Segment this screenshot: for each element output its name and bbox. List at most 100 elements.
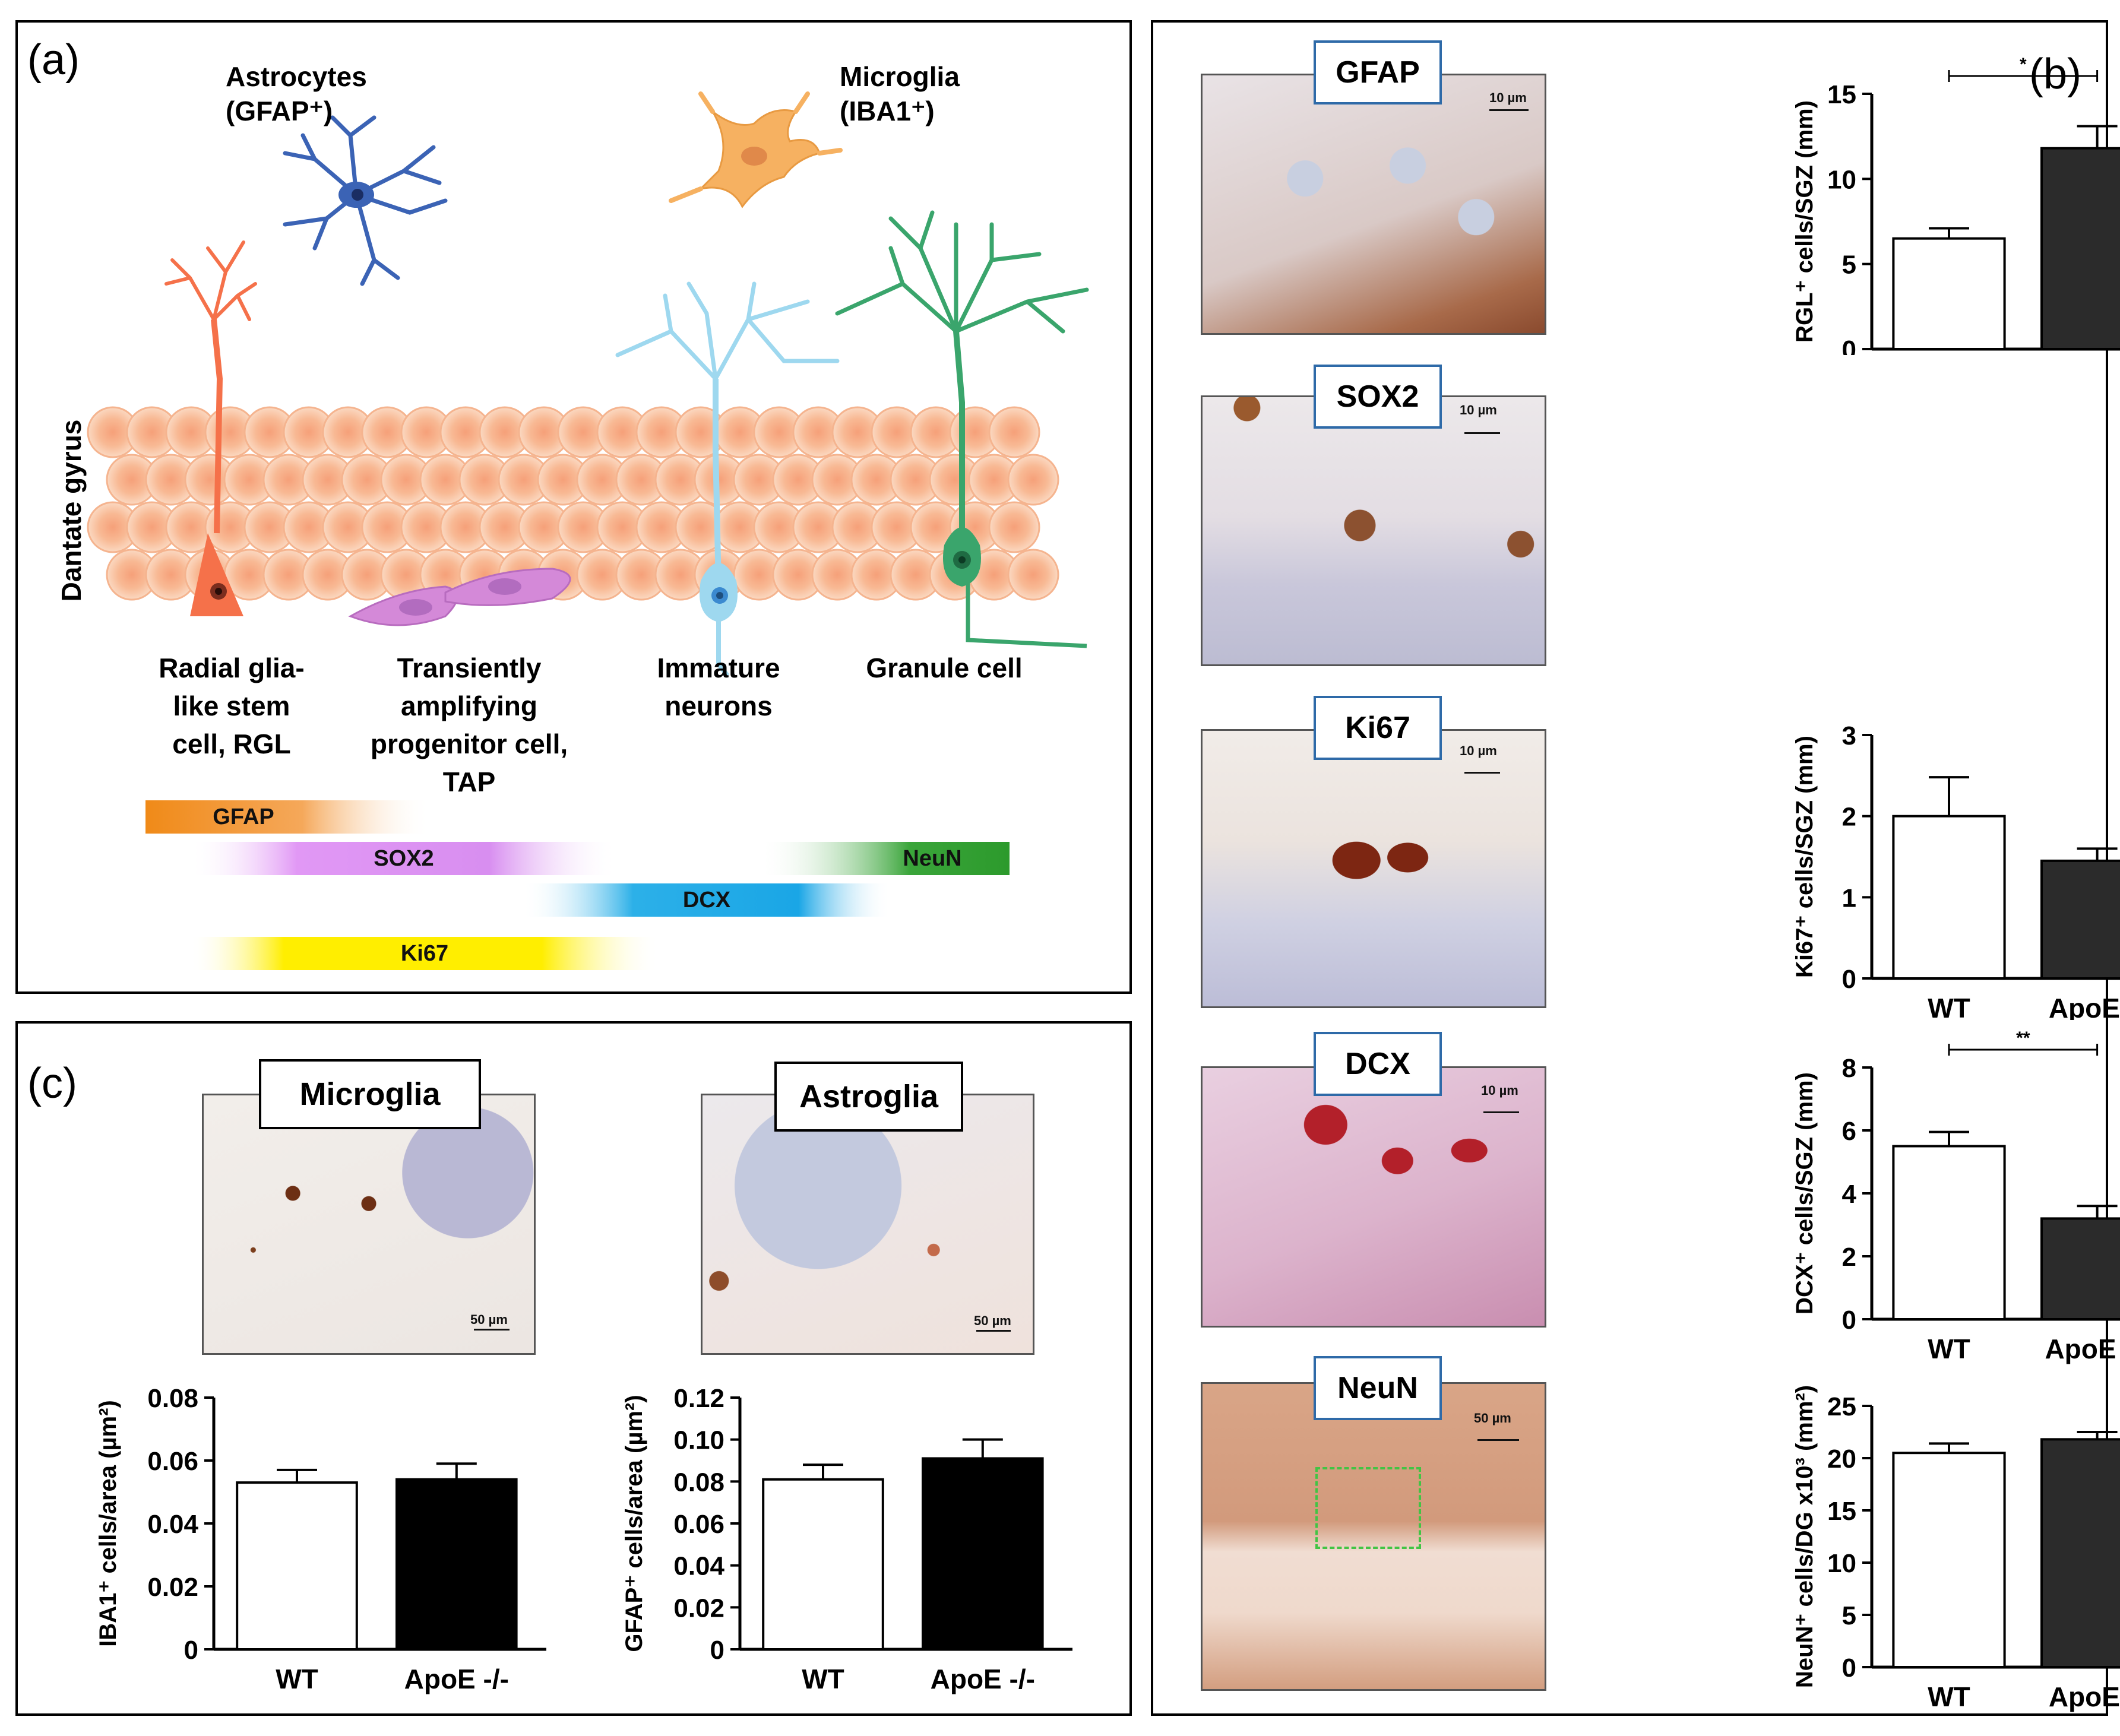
y-tick-label: 20 <box>1827 1444 1856 1474</box>
ki67-bar <box>190 937 659 970</box>
scale-label-microglia: 50 µm <box>470 1312 508 1327</box>
chart-c-gfap: 0 0.02 0.04 0.06 0.08 0.10 0.12 GFAP⁺ cells/are… <box>621 1384 1072 1694</box>
micrograph-neun <box>1201 1382 1546 1691</box>
significance-label: * <box>2020 55 2027 74</box>
y-tick-label: 0 <box>1842 1306 1856 1335</box>
micrograph-dcx <box>1201 1066 1546 1328</box>
bar-apoe <box>2040 1217 2120 1321</box>
y-tick-label: 15 <box>1827 80 1856 109</box>
marker-label-neun: NeuN <box>903 846 962 871</box>
x-tick-label: WT <box>1928 993 1970 1020</box>
y-tick-label: 25 <box>1827 1392 1856 1421</box>
chart-b-ki67: 0 1 2 3 Ki67⁺ cells/SGZ (mm) WT ApoE-/- <box>1792 721 2120 1020</box>
bar-wt <box>1892 237 2006 350</box>
y-tick-label: 0.04 <box>673 1552 724 1581</box>
panel-a-label: (a) <box>27 36 80 84</box>
immature-neuron-icon <box>615 281 840 677</box>
y-tick-label: 0.02 <box>147 1573 198 1602</box>
panel-a-illustration <box>87 91 1089 970</box>
tap-cells-icon <box>348 568 571 626</box>
tag-astroglia: Astroglia <box>774 1062 963 1132</box>
micrograph-sox2 <box>1201 395 1546 666</box>
microglia-icon <box>669 91 843 208</box>
scale-bar-dcx <box>1483 1111 1519 1113</box>
y-tick-label: 0 <box>1842 1653 1856 1683</box>
stage-label-immature: Immature neurons <box>657 652 780 721</box>
marker-label-gfap: GFAP <box>213 804 274 829</box>
scale-label-astroglia: 50 µm <box>974 1313 1011 1328</box>
granule-layer-cell <box>988 501 1040 553</box>
tag-microglia: Microglia <box>259 1059 481 1129</box>
significance-label: ** <box>2016 1028 2030 1048</box>
stage-label-tap: Transiently amplifying progenitor cell, TAP <box>370 652 568 797</box>
y-tick-label: 0.08 <box>673 1468 724 1497</box>
panel-c-label: (c) <box>27 1060 77 1107</box>
y-tick-label: 2 <box>1842 1243 1856 1272</box>
x-tick-label: ApoE -/- <box>2045 1333 2120 1364</box>
x-tick-label: WT <box>1928 1333 1970 1364</box>
panel-b-label: (b) <box>2029 50 2081 98</box>
y-axis-label: RGL⁺ cells/SGZ (mm) <box>1792 100 1818 343</box>
scale-bar-astroglia <box>976 1330 1011 1332</box>
panel-b: (b) GFAP SOX2 Ki67 DCX NeuN 10 µm 10 µm … <box>1151 20 2120 1716</box>
micrograph-astroglia <box>701 1094 1034 1355</box>
bar-wt <box>236 1481 358 1651</box>
bar-apoe <box>395 1478 518 1651</box>
astrocytes-label: Astrocytes (GFAP⁺) <box>226 61 367 126</box>
granule-layer-cell <box>1007 454 1059 506</box>
scale-label-ki67: 10 µm <box>1460 743 1497 758</box>
bar-apoe <box>2040 1438 2120 1669</box>
y-tick-label: 1 <box>1842 883 1856 913</box>
tag-gfap: GFAP <box>1314 40 1442 104</box>
tag-neun: NeuN <box>1314 1356 1442 1420</box>
bar-wt <box>1892 1452 2006 1668</box>
y-tick-label: 0.08 <box>147 1384 198 1413</box>
bar-wt <box>1892 815 2006 980</box>
x-tick-label: WT <box>276 1664 318 1694</box>
y-tick-label: 5 <box>1842 1601 1856 1630</box>
y-tick-label: 8 <box>1842 1054 1856 1083</box>
gfap-bar <box>145 800 431 834</box>
scale-bar-neun <box>1477 1439 1519 1441</box>
x-tick-label: ApoE -/- <box>931 1664 1035 1694</box>
granule-layer-cells <box>87 406 1059 601</box>
y-tick-label: 6 <box>1842 1117 1856 1146</box>
rgl-cell-icon <box>164 240 257 616</box>
y-tick-label: 0.12 <box>673 1384 724 1413</box>
y-tick-label: 0 <box>1842 335 1856 355</box>
y-tick-label: 0.04 <box>147 1510 198 1539</box>
y-tick-label: 2 <box>1842 803 1856 832</box>
y-tick-label: 0.06 <box>147 1447 198 1476</box>
y-axis-label: IBA1⁺ cells/area (µm²) <box>95 1400 121 1646</box>
tag-dcx: DCX <box>1314 1032 1442 1096</box>
scale-bar-microglia <box>474 1329 510 1330</box>
panel-c: (c) Microglia Astroglia 50 µm 50 µm 0 0.0… <box>15 1021 1132 1716</box>
dentate-gyrus-label: Dantate gyrus <box>56 419 87 602</box>
scale-label-sox2: 10 µm <box>1460 403 1497 417</box>
y-axis-label: Ki67⁺ cells/SGZ (mm) <box>1792 736 1818 978</box>
y-axis-label: DCX⁺ cells/SGZ (mm) <box>1792 1072 1818 1314</box>
marker-label-dcx: DCX <box>682 888 731 913</box>
sox2-bar <box>190 842 618 875</box>
y-tick-label: 0 <box>184 1636 198 1665</box>
scale-label-neun: 50 µm <box>1474 1411 1511 1425</box>
y-axis-label: GFAP⁺ cells/area (µm²) <box>621 1395 647 1652</box>
tag-sox2: SOX2 <box>1314 365 1442 429</box>
marker-label-ki67: Ki67 <box>400 941 449 966</box>
bar-apoe <box>922 1457 1044 1651</box>
granule-layer-cell <box>1007 549 1059 601</box>
y-tick-label: 10 <box>1827 1549 1856 1578</box>
chart-c-iba1: 0 0.02 0.04 0.06 0.08 IBA1⁺ cells/area (µm²) W… <box>95 1384 546 1694</box>
bar-wt <box>762 1478 884 1651</box>
chart-b-neun: 0 5 10 15 20 25 NeuN⁺ cells/DG x10³ (mm²) WT Apo… <box>1792 1385 2120 1712</box>
scale-bar-sox2 <box>1464 432 1500 434</box>
y-tick-label: 3 <box>1842 721 1856 750</box>
y-tick-label: 0 <box>1842 965 1856 994</box>
y-tick-label: 0 <box>710 1636 724 1665</box>
granule-cell-icon <box>835 210 1089 648</box>
granule-layer-cell <box>988 406 1040 458</box>
microglia-label: Microglia (IBA1⁺) <box>840 61 960 126</box>
y-tick-label: 10 <box>1827 165 1856 194</box>
y-tick-label: 0.06 <box>673 1510 724 1539</box>
